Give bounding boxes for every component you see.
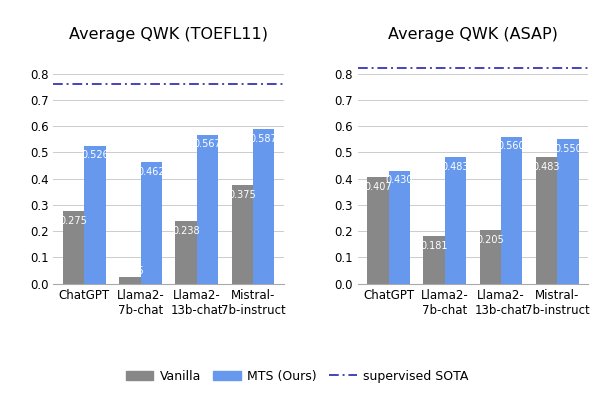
Title: Average QWK (TOEFL11): Average QWK (TOEFL11) [69, 27, 268, 42]
Text: 0.238: 0.238 [172, 226, 200, 236]
Bar [479, 230, 501, 284]
Text: 0.025: 0.025 [116, 266, 144, 276]
Bar [141, 162, 162, 284]
Bar [232, 185, 253, 284]
Text: 0.587: 0.587 [250, 134, 277, 144]
Text: 0.550: 0.550 [554, 144, 582, 154]
Bar [557, 139, 579, 284]
Text: 0.567: 0.567 [194, 139, 222, 149]
Bar [536, 157, 557, 284]
Text: 0.526: 0.526 [81, 150, 109, 160]
Bar [63, 212, 84, 284]
Bar [253, 130, 274, 284]
Text: 0.205: 0.205 [476, 234, 504, 245]
Bar [367, 177, 388, 284]
Text: 0.462: 0.462 [137, 167, 165, 177]
Title: Average QWK (ASAP): Average QWK (ASAP) [388, 27, 558, 42]
Text: 0.483: 0.483 [442, 162, 469, 171]
Bar [501, 137, 522, 284]
Bar [388, 171, 410, 284]
Text: 0.430: 0.430 [386, 175, 413, 186]
Legend: Vanilla, MTS (Ours), supervised SOTA: Vanilla, MTS (Ours), supervised SOTA [121, 365, 473, 388]
Bar [197, 135, 218, 284]
Text: 0.275: 0.275 [60, 216, 88, 226]
Text: 0.181: 0.181 [421, 241, 448, 251]
Bar [84, 145, 106, 284]
Text: 0.483: 0.483 [533, 162, 560, 171]
Text: 0.375: 0.375 [229, 190, 256, 200]
Bar [175, 221, 197, 284]
Text: 0.407: 0.407 [364, 182, 391, 191]
Bar [424, 236, 445, 284]
Bar [445, 157, 466, 284]
Text: 0.560: 0.560 [498, 141, 526, 151]
Bar [119, 277, 141, 284]
